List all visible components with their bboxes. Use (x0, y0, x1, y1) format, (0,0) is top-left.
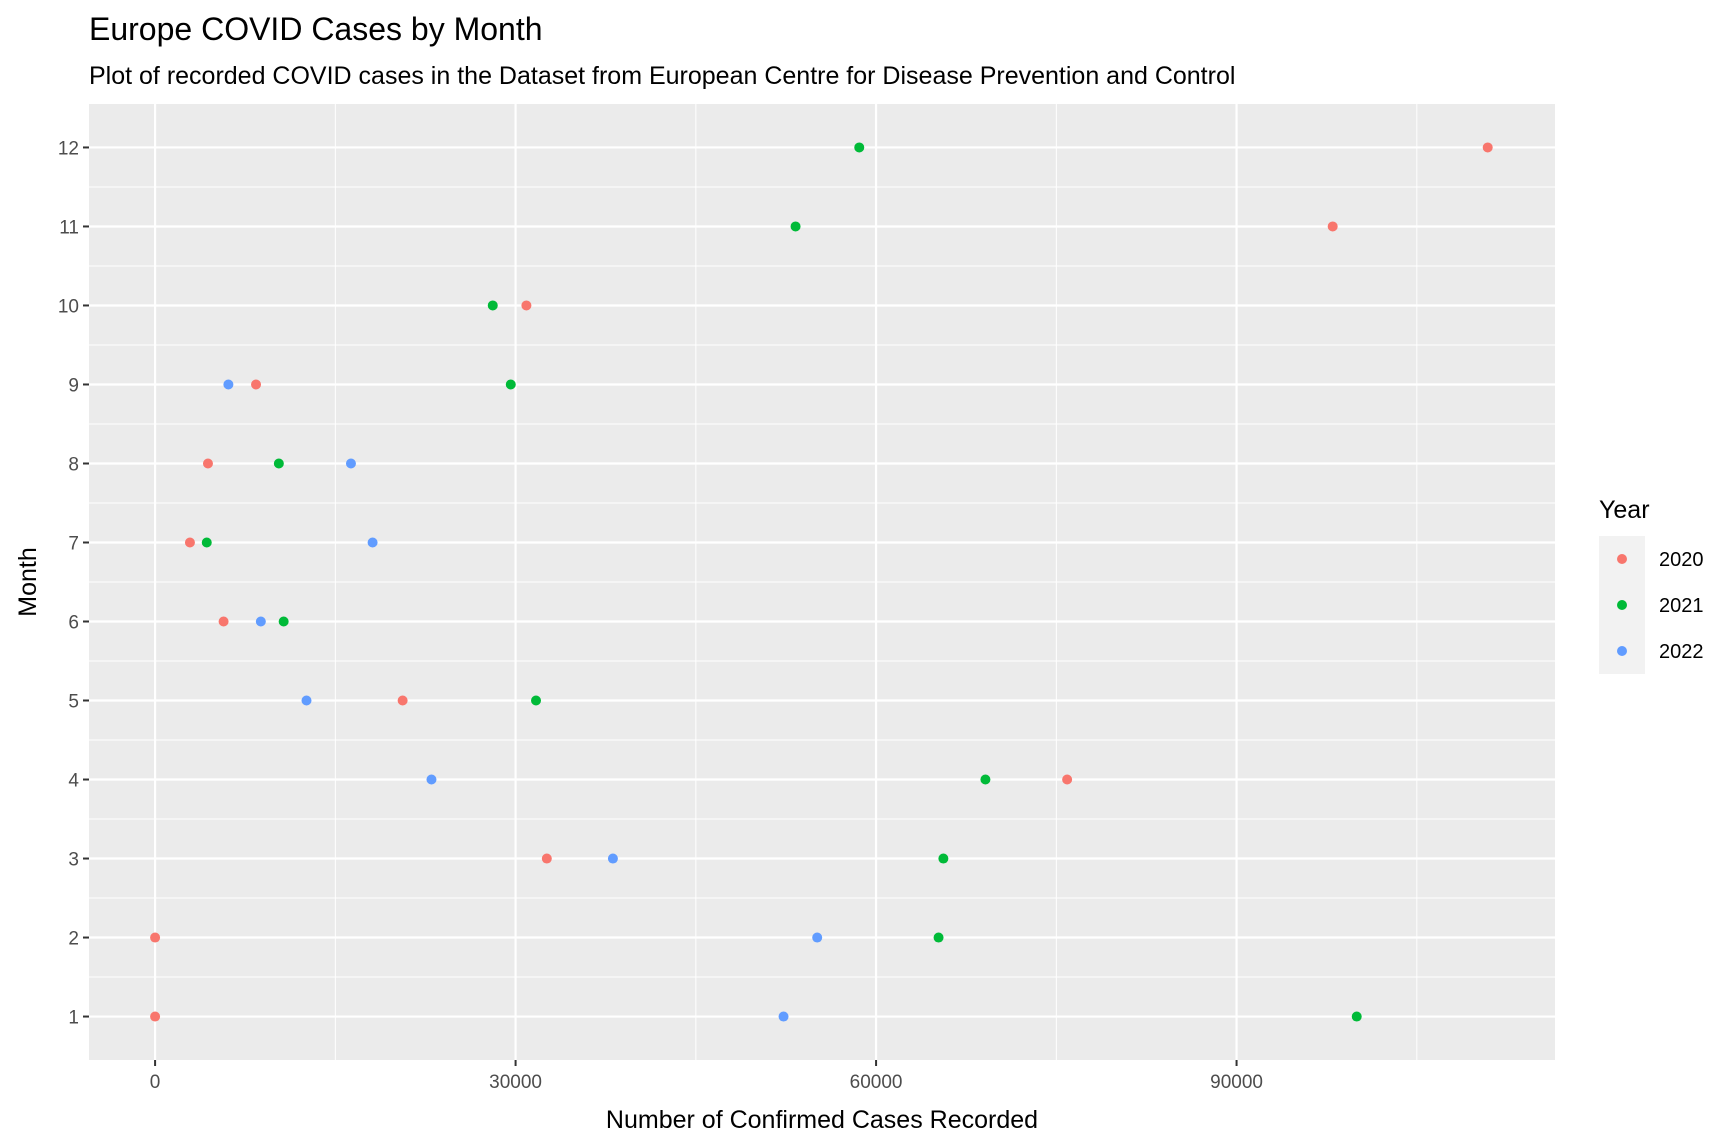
y-tick-label: 11 (59, 217, 79, 238)
data-point-2020 (1062, 774, 1073, 785)
data-points (150, 142, 1493, 1022)
data-point-2021 (980, 774, 991, 785)
x-axis-title: Number of Confirmed Cases Recorded (606, 1106, 1038, 1134)
data-point-2021 (790, 221, 801, 232)
data-point-2020 (150, 1011, 161, 1022)
x-tick-label: 0 (150, 1072, 161, 1093)
x-tick-label: 90000 (1210, 1072, 1263, 1093)
data-point-2022 (223, 379, 234, 390)
y-tick-label: 10 (58, 296, 79, 317)
data-point-2020 (1327, 221, 1338, 232)
y-tick-label: 1 (68, 1008, 79, 1029)
data-point-2020 (251, 379, 262, 390)
chart-subtitle: Plot of recorded COVID cases in the Data… (89, 62, 1235, 90)
x-tick-label: 60000 (850, 1072, 903, 1093)
data-point-2021 (487, 300, 498, 311)
y-tick-label: 4 (68, 771, 79, 792)
data-point-2020 (184, 537, 195, 548)
y-tick-label: 8 (68, 454, 79, 475)
data-point-2022 (367, 537, 378, 548)
x-tick-label: 30000 (489, 1072, 542, 1093)
y-tick-label: 7 (68, 533, 79, 554)
data-point-2021 (1351, 1011, 1362, 1022)
y-tick-label: 5 (68, 692, 79, 713)
data-point-2022 (301, 695, 312, 706)
data-point-2022 (607, 853, 618, 864)
data-point-2021 (278, 616, 289, 627)
y-tick-label: 6 (68, 613, 79, 634)
data-point-2021 (933, 932, 944, 943)
data-point-2022 (778, 1011, 789, 1022)
data-point-2020 (1482, 142, 1493, 153)
y-tick-label: 9 (68, 375, 79, 396)
data-point-2020 (202, 458, 213, 469)
data-point-2021 (531, 695, 542, 706)
legend-title: Year (1599, 496, 1650, 524)
legend-key-2021 (1617, 600, 1627, 610)
x-axis-ticks: 0 30000 60000 90000 (150, 1060, 1263, 1093)
data-point-2020 (150, 932, 161, 943)
legend-label-2021: 2021 (1659, 595, 1704, 617)
data-point-2021 (854, 142, 865, 153)
data-point-2022 (426, 774, 437, 785)
legend-key-2022 (1617, 646, 1627, 656)
y-tick-label: 3 (68, 850, 79, 871)
data-point-2021 (505, 379, 516, 390)
legend: Year 2020 2021 2022 (1599, 496, 1704, 674)
legend-label-2022: 2022 (1659, 641, 1704, 663)
major-gridlines (89, 104, 1555, 1060)
data-point-2021 (273, 458, 284, 469)
data-point-2021 (201, 537, 212, 548)
data-point-2020 (218, 616, 229, 627)
minor-gridlines (89, 104, 1555, 1060)
data-point-2021 (938, 853, 949, 864)
y-axis-title: Month (14, 547, 42, 616)
data-point-2022 (812, 932, 823, 943)
chart-title: Europe COVID Cases by Month (89, 11, 543, 47)
legend-label-2020: 2020 (1659, 549, 1704, 571)
data-point-2020 (521, 300, 532, 311)
data-point-2022 (345, 458, 356, 469)
legend-key-2020 (1617, 554, 1627, 564)
data-point-2020 (541, 853, 552, 864)
data-point-2020 (397, 695, 408, 706)
data-point-2022 (255, 616, 266, 627)
y-tick-label: 12 (58, 138, 79, 159)
y-tick-label: 2 (68, 929, 79, 950)
